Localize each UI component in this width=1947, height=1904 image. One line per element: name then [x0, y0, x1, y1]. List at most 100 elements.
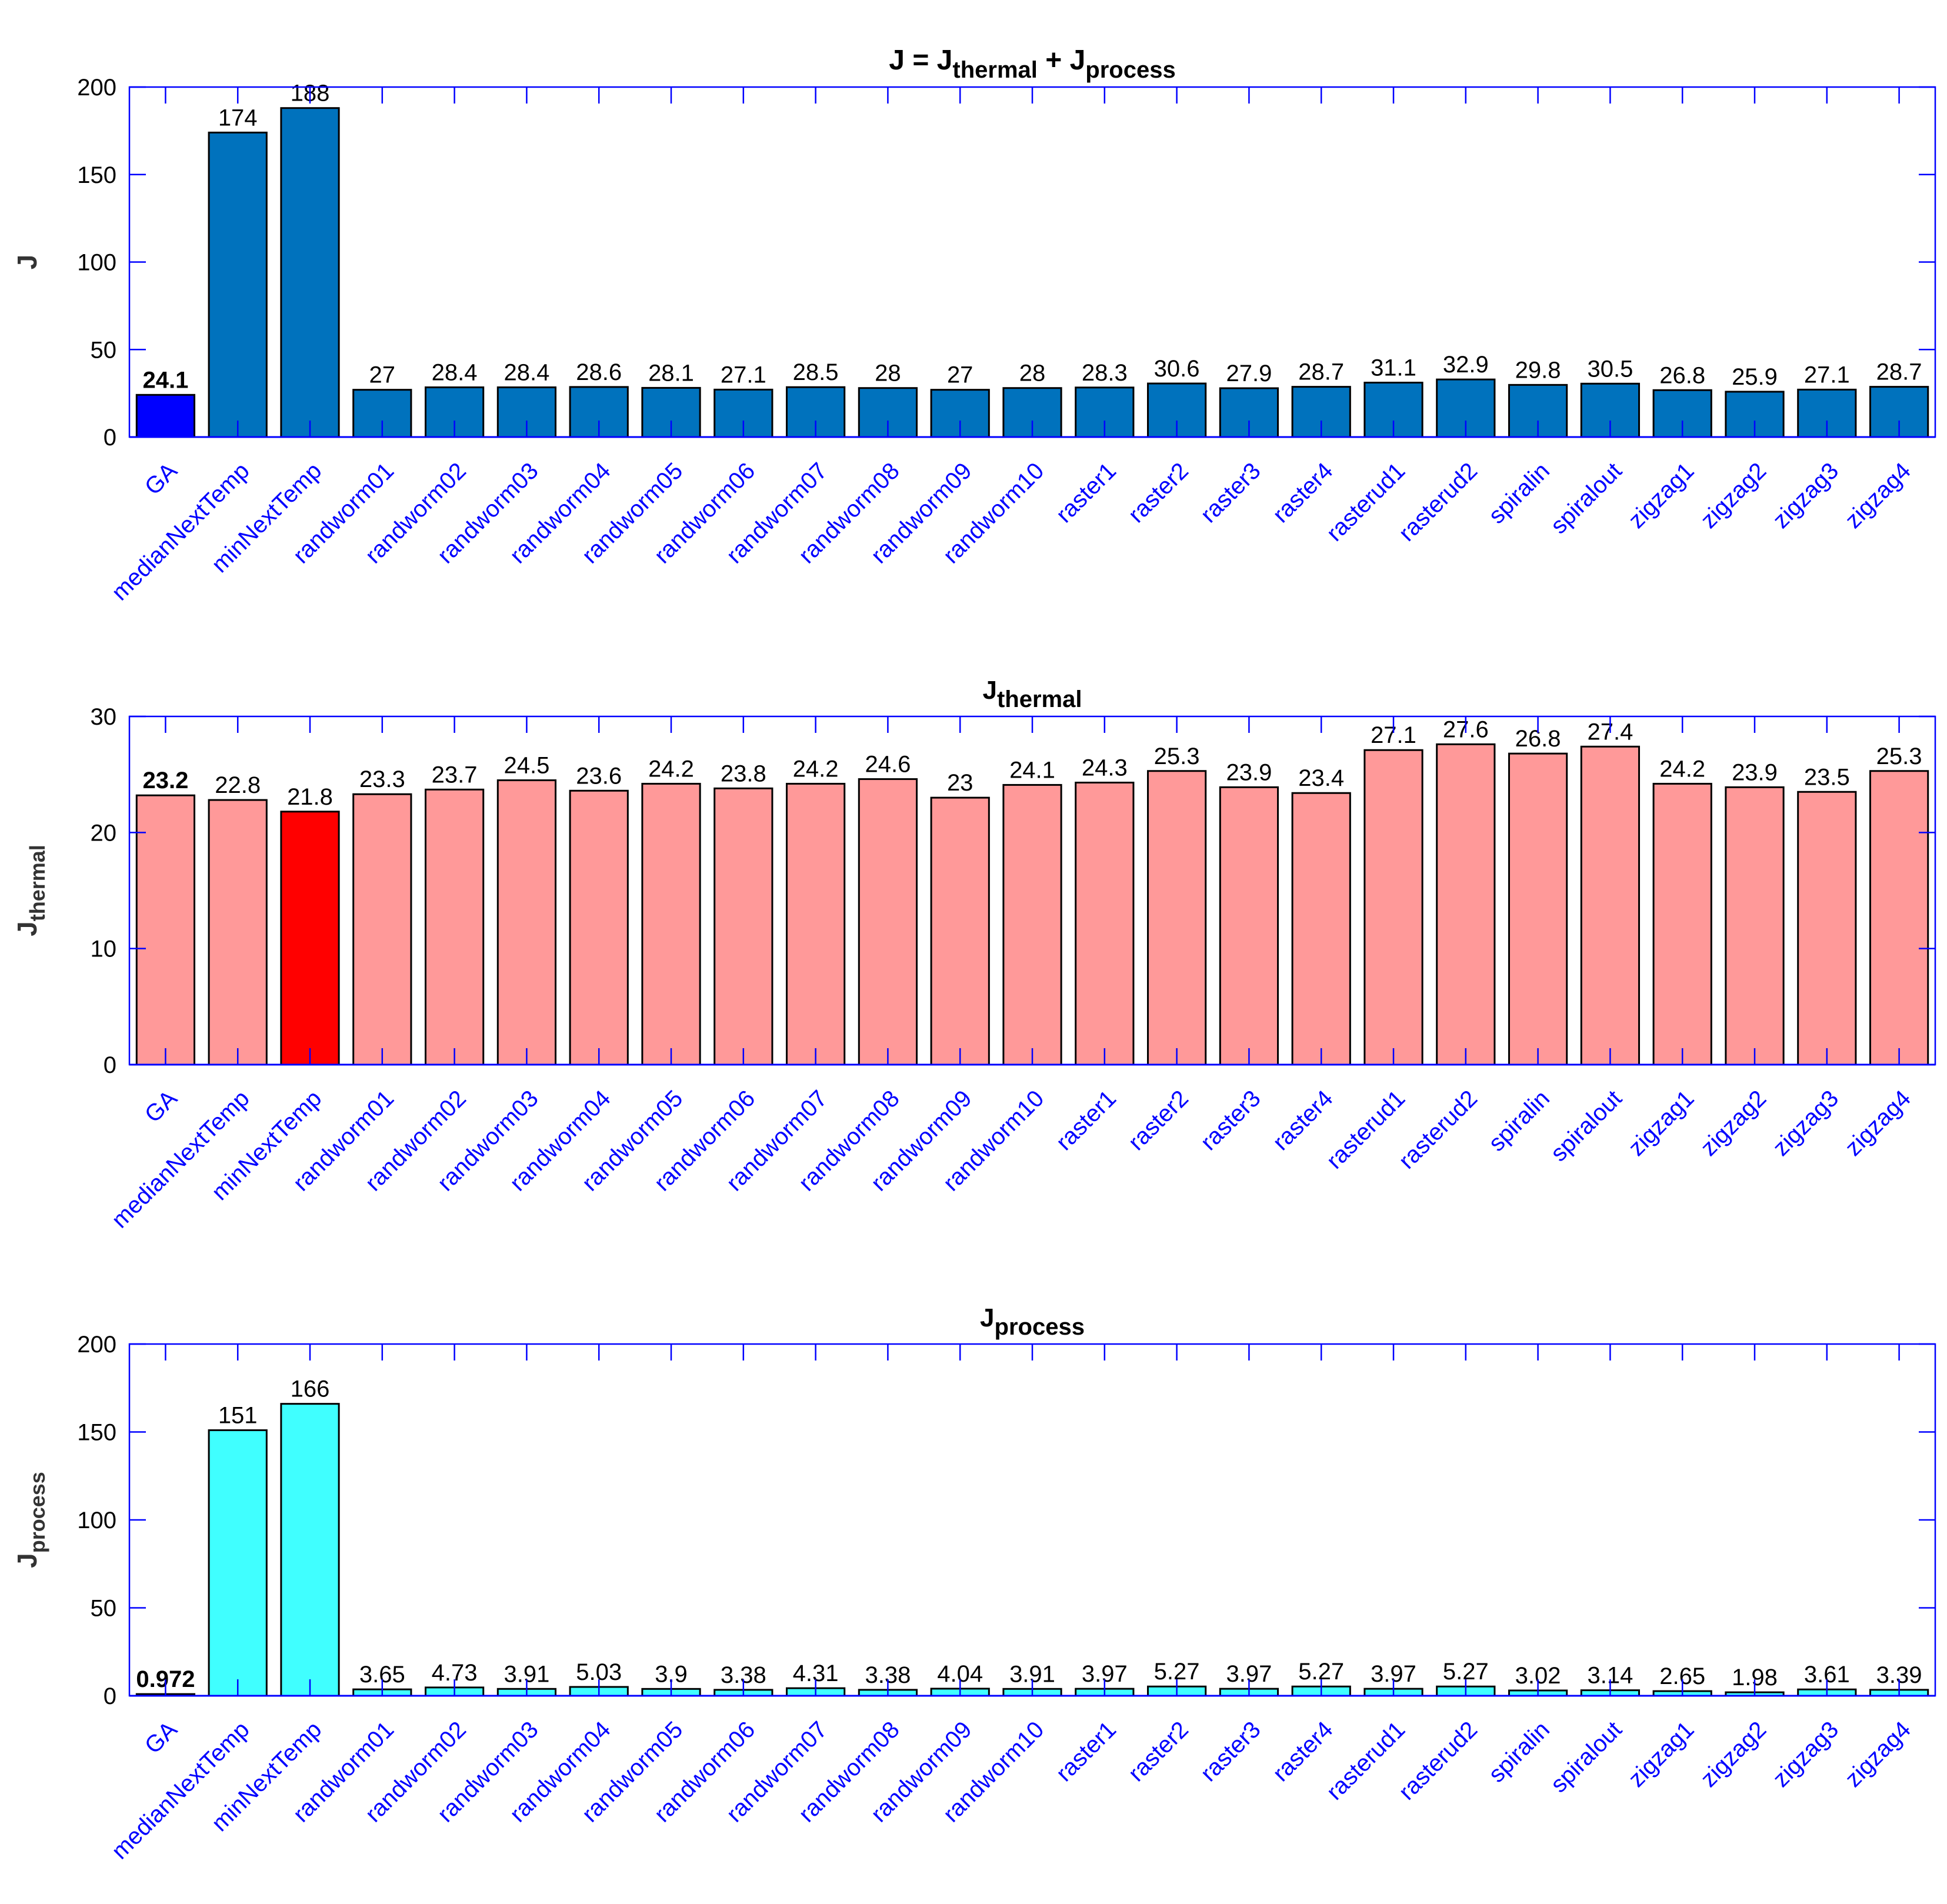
data-label: 27 [947, 362, 974, 388]
data-label: 23.5 [1804, 764, 1850, 790]
data-label: 30.5 [1587, 356, 1633, 382]
bar-randworm10 [1002, 783, 1062, 1066]
bar-randworm09 [930, 796, 990, 1066]
bar-raster4 [1291, 792, 1351, 1066]
data-label: 27 [369, 362, 396, 388]
y-tick-label: 0 [104, 1683, 116, 1709]
bar-randworm05 [641, 782, 701, 1066]
data-label: 28.7 [1298, 359, 1344, 385]
y-tick-label: 0 [104, 1052, 116, 1078]
chart-panel-2: 23.2 22.8 21.8 23.3 23.7 24.5 23.6 24.2 23.8 24.2… [12, 676, 1936, 1233]
bar-medianNextTemp [208, 1429, 268, 1697]
data-label: 30.6 [1154, 356, 1200, 382]
data-label: 23 [947, 770, 974, 796]
data-label: 28.6 [576, 359, 622, 385]
y-axis-label: J [12, 255, 42, 270]
data-label: 21.8 [287, 784, 333, 810]
data-label: 23.6 [576, 763, 622, 789]
chart-title: Jprocess [980, 1303, 1085, 1340]
data-label: 24.1 [142, 367, 188, 393]
y-tick-label: 150 [77, 162, 116, 188]
data-label: 24.6 [865, 752, 911, 778]
data-label: 28.7 [1876, 359, 1922, 385]
data-label: 28.4 [504, 360, 549, 386]
y-tick-label: 200 [77, 1332, 116, 1358]
data-label: 28.3 [1082, 360, 1128, 386]
y-tick-label: 100 [77, 1508, 116, 1533]
data-label: 31.1 [1371, 355, 1416, 381]
bar-randworm09 [930, 389, 990, 438]
y-tick-label: 10 [91, 936, 117, 962]
plot-area [129, 87, 1935, 437]
bar-randworm06 [714, 787, 774, 1066]
data-label: 23.9 [1226, 759, 1272, 785]
bar-minNextTemp [280, 811, 340, 1066]
data-label: 166 [291, 1376, 330, 1402]
bar-medianNextTemp [208, 131, 268, 438]
bar-medianNextTemp [208, 799, 268, 1066]
data-label: 25.3 [1154, 743, 1200, 769]
y-tick-label: 50 [91, 337, 117, 363]
bar-rasterud1 [1363, 749, 1423, 1066]
data-label: 26.8 [1659, 362, 1705, 388]
data-label: 27.1 [721, 362, 766, 388]
data-label: 23.7 [432, 762, 478, 788]
bar-spiralin [1508, 752, 1568, 1066]
bar-minNextTemp [280, 1403, 340, 1697]
data-label: 23.9 [1732, 759, 1778, 785]
bar-randworm08 [858, 778, 918, 1066]
data-label: 24.1 [1009, 757, 1055, 783]
bar-randworm01 [352, 793, 412, 1066]
data-label: 24.3 [1082, 755, 1128, 781]
bar-randworm03 [496, 779, 557, 1066]
data-label: 25.9 [1732, 364, 1778, 390]
bar-zigzag1 [1652, 782, 1712, 1066]
y-tick-label: 0 [104, 425, 116, 451]
data-label: 24.2 [793, 756, 839, 782]
data-label: 27.1 [1804, 362, 1850, 388]
y-tick-label: 200 [77, 75, 116, 101]
data-label: 174 [218, 105, 258, 131]
y-axis-label: Jthermal [12, 845, 49, 936]
data-label: 23.4 [1298, 765, 1344, 791]
bar-randworm07 [785, 782, 846, 1066]
bar-GA [135, 794, 196, 1066]
chart-title: J = Jthermal + Jprocess [889, 45, 1175, 83]
data-label: 24.5 [504, 753, 549, 779]
data-label: 24.2 [1659, 756, 1705, 782]
bar-spiralout [1580, 745, 1641, 1066]
data-label: 32.9 [1443, 352, 1489, 378]
y-tick-label: 150 [77, 1420, 116, 1446]
data-label: 28.5 [793, 359, 839, 385]
data-label: 23.2 [142, 768, 188, 793]
bar-raster2 [1146, 770, 1207, 1066]
data-label: 25.3 [1876, 743, 1922, 769]
data-label: 23.8 [721, 761, 766, 786]
bar-rasterud2 [1436, 743, 1496, 1066]
data-label: 151 [218, 1403, 258, 1429]
bar-randworm04 [569, 789, 629, 1066]
data-label: 24.2 [648, 756, 694, 782]
data-label: 28 [875, 361, 901, 386]
bar-raster1 [1075, 781, 1135, 1066]
data-label: 22.8 [215, 772, 261, 798]
bar-zigzag4 [1869, 770, 1929, 1066]
bar-zigzag3 [1797, 791, 1857, 1066]
data-label: 28.1 [648, 360, 694, 386]
bar-raster3 [1219, 786, 1279, 1066]
y-axis-label: Jprocess [12, 1472, 49, 1568]
bar-raster3 [1219, 387, 1279, 438]
bar-zigzag2 [1725, 786, 1785, 1066]
data-label: 28 [1019, 361, 1046, 386]
y-tick-label: 20 [91, 820, 117, 846]
chart-title: Jthermal [983, 676, 1082, 712]
data-label: 28.4 [432, 360, 478, 386]
bar-randworm02 [424, 788, 485, 1066]
data-label: 23.3 [359, 766, 405, 792]
bar-minNextTemp [280, 107, 340, 438]
data-label: 29.8 [1515, 357, 1561, 383]
y-tick-label: 30 [91, 704, 117, 730]
plot-area [129, 1344, 1935, 1696]
